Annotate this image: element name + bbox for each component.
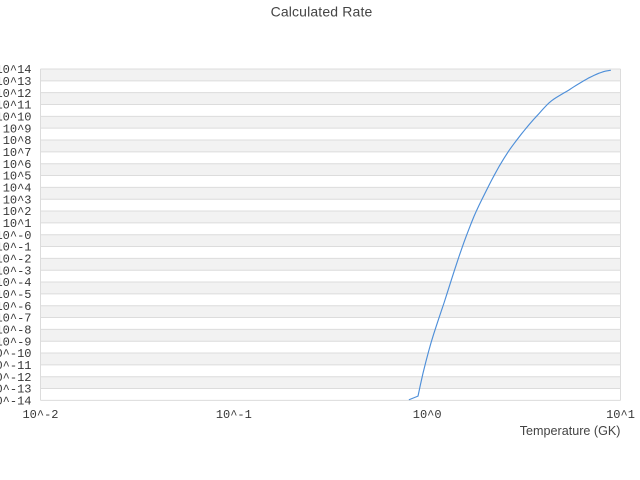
svg-text:10^-0: 10^-0 [0,229,32,243]
svg-text:10^-9: 10^-9 [0,335,32,349]
svg-text:10^-11: 10^-11 [0,359,32,373]
svg-text:10^-2: 10^-2 [22,408,58,422]
svg-text:10^9: 10^9 [3,122,32,136]
svg-text:10^10: 10^10 [0,110,32,124]
svg-text:10^-5: 10^-5 [0,288,32,302]
svg-text:10^-3: 10^-3 [0,264,32,278]
svg-text:10^7: 10^7 [3,146,32,160]
svg-text:10^13: 10^13 [0,75,32,89]
svg-text:10^2: 10^2 [3,205,32,219]
svg-text:10^4: 10^4 [3,182,32,196]
svg-text:10^-10: 10^-10 [0,347,32,361]
svg-text:10^-6: 10^-6 [0,300,32,314]
svg-text:10^6: 10^6 [3,158,32,172]
svg-text:10^-2: 10^-2 [0,253,32,267]
svg-text:10^1: 10^1 [3,217,32,231]
svg-text:10^3: 10^3 [3,193,32,207]
svg-text:10^-1: 10^-1 [0,241,32,255]
svg-text:10^-1: 10^-1 [216,408,252,422]
svg-text:Temperature (GK): Temperature (GK) [520,424,621,438]
svg-text:10^14: 10^14 [0,63,32,77]
svg-text:Calculated Rate: Calculated Rate [271,4,373,20]
svg-text:10^-4: 10^-4 [0,276,32,290]
svg-text:10^8: 10^8 [3,134,32,148]
svg-text:10^11: 10^11 [0,99,32,113]
svg-text:10^1: 10^1 [606,408,635,422]
svg-text:10^5: 10^5 [3,170,32,184]
svg-text:10^-13: 10^-13 [0,383,32,397]
svg-text:10^-7: 10^-7 [0,312,32,326]
svg-text:10^-8: 10^-8 [0,324,32,338]
svg-text:10^-14: 10^-14 [0,395,32,409]
svg-text:10^0: 10^0 [413,408,442,422]
svg-text:10^-12: 10^-12 [0,371,32,385]
svg-text:10^12: 10^12 [0,87,32,101]
